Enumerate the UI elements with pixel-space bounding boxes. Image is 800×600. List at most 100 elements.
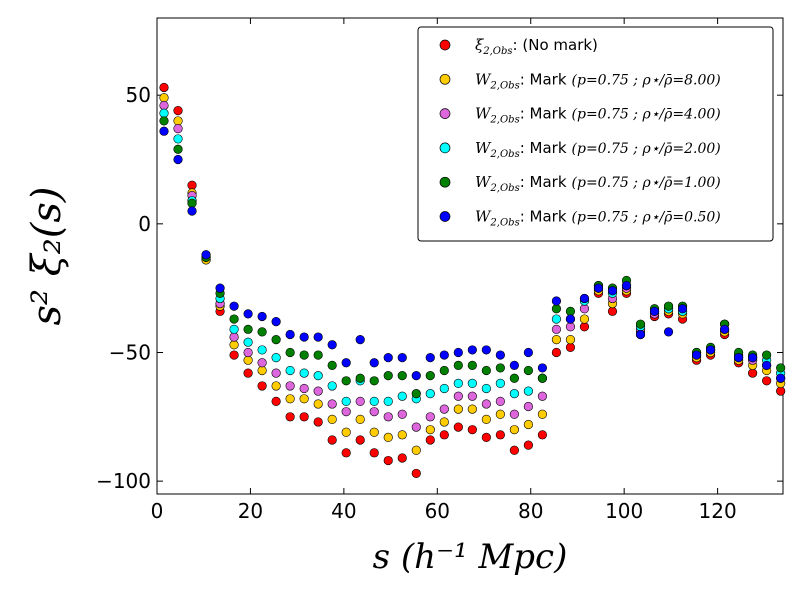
data-point	[229, 301, 239, 311]
x-tick-label: 20	[238, 499, 263, 523]
data-point	[425, 389, 435, 399]
data-point	[257, 311, 267, 322]
data-point	[285, 412, 295, 422]
series-5	[159, 126, 786, 383]
y-tick-label: −100	[96, 469, 151, 493]
data-point	[299, 412, 309, 422]
data-point	[313, 350, 323, 360]
data-point	[327, 360, 337, 370]
data-point	[369, 396, 379, 406]
data-point	[397, 371, 407, 381]
y-tick-label: 50	[126, 83, 151, 107]
data-point	[537, 430, 548, 440]
data-point	[481, 399, 491, 409]
data-point	[327, 340, 337, 350]
data-point	[271, 396, 281, 406]
data-point	[383, 412, 393, 422]
data-point	[397, 409, 407, 419]
data-point	[509, 409, 519, 419]
data-point	[565, 322, 576, 332]
data-point	[734, 353, 744, 363]
data-point	[173, 106, 183, 116]
data-point	[397, 391, 407, 401]
data-point	[635, 319, 646, 329]
data-point	[383, 353, 393, 363]
data-point	[285, 381, 295, 391]
data-point	[341, 376, 351, 386]
x-tick-label: 100	[605, 499, 643, 523]
data-point	[453, 404, 463, 414]
data-point	[229, 332, 239, 342]
data-point	[495, 350, 505, 360]
data-point	[159, 82, 169, 93]
data-point	[551, 296, 562, 306]
legend-symbol: ξ	[475, 36, 484, 54]
legend-entry-label: ξ2,Obs: (No mark)	[475, 36, 598, 57]
data-point	[565, 342, 576, 352]
data-point	[411, 389, 421, 399]
legend-subscript: 2,Obs	[482, 46, 512, 57]
data-point	[383, 396, 393, 406]
data-point	[425, 435, 435, 445]
data-point	[467, 391, 477, 401]
axis-ticks: 0 20 40 60 80 100 120 50 0 −50 −100	[96, 18, 783, 523]
data-point	[453, 378, 463, 388]
data-point	[341, 427, 351, 437]
data-point	[257, 365, 267, 376]
data-point	[453, 422, 463, 432]
legend-marker	[439, 108, 451, 119]
data-point	[355, 435, 365, 445]
data-point	[243, 337, 253, 347]
data-point	[663, 327, 674, 337]
data-point	[187, 198, 197, 208]
data-point	[762, 360, 772, 370]
data-point	[271, 317, 281, 327]
data-point	[481, 383, 491, 394]
legend-subscript: 2,Obs	[489, 183, 519, 194]
data-point	[341, 358, 351, 368]
data-point	[313, 417, 323, 427]
data-point	[425, 371, 435, 381]
legend-text: : Mark	[520, 208, 567, 226]
data-point	[299, 368, 309, 378]
x-tick-label: 0	[151, 499, 164, 523]
data-point	[173, 154, 183, 165]
data-point	[691, 350, 702, 360]
data-point	[173, 116, 183, 126]
data-point	[411, 422, 421, 432]
data-point	[523, 386, 533, 396]
data-point	[299, 394, 309, 404]
y-tick-label: 0	[138, 212, 151, 236]
data-point	[621, 280, 632, 291]
data-point	[649, 306, 660, 316]
y-axis-label: s² ξ₂(s)	[24, 186, 70, 325]
data-point	[229, 350, 239, 360]
x-tick-label: 60	[425, 499, 450, 523]
data-point	[467, 360, 477, 370]
data-point	[285, 347, 295, 358]
data-point	[383, 455, 393, 466]
data-point	[509, 373, 519, 383]
data-point	[523, 440, 533, 450]
data-point	[523, 401, 533, 412]
data-point	[243, 368, 253, 378]
legend-marker	[439, 73, 451, 85]
data-point	[355, 414, 365, 424]
legend-subscript: 2,Obs	[489, 218, 519, 229]
data-point	[481, 432, 491, 442]
legend-params: (p=0.75 ; ρ⋆/ρ̄=4.00)	[572, 107, 721, 123]
data-point	[299, 383, 309, 394]
data-point	[579, 322, 590, 332]
data-point	[537, 409, 548, 419]
data-point	[748, 368, 758, 378]
legend-marker	[439, 211, 451, 222]
data-point	[551, 335, 562, 345]
legend-subscript: 2,Obs	[489, 115, 519, 126]
legend-entry-label: W2,Obs: Mark (p=0.75 ; ρ⋆/ρ̄=2.00)	[475, 139, 721, 160]
x-tick-label: 120	[699, 499, 737, 523]
data-point	[439, 350, 449, 360]
data-point	[776, 373, 786, 383]
data-point	[467, 378, 477, 388]
data-point	[439, 383, 449, 394]
data-point	[285, 329, 295, 340]
